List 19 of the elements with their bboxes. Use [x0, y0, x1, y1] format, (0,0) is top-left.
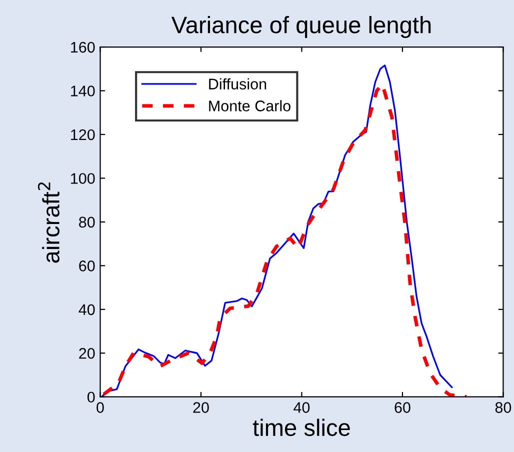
x-tick-label: 60: [394, 402, 410, 413]
y-tick-label: 0: [87, 392, 95, 403]
x-tick-label: 80: [495, 402, 512, 413]
y-tick-label: 120: [71, 129, 95, 140]
legend-label: Monte Carlo: [209, 100, 290, 112]
y-tick-label: 100: [71, 173, 95, 184]
x-tick-label: 40: [294, 402, 310, 413]
y-tick-label: 40: [78, 304, 95, 316]
chart-title: Variance of queue length: [171, 16, 431, 38]
y-tick-label: 160: [71, 42, 95, 53]
y-tick-label: 60: [79, 260, 95, 272]
x-tick-label: 0: [96, 402, 104, 413]
y-axis-title: aircraft$^{2}$: [38, 182, 60, 263]
x-tick-label: 20: [193, 402, 209, 413]
legend-label: Diffusion: [209, 78, 266, 90]
y-tick-label: 140: [71, 86, 95, 96]
x-axis-title: time slice: [252, 418, 350, 436]
y-tick-label: 80: [79, 216, 95, 228]
y-tick-label: 20: [79, 348, 95, 359]
